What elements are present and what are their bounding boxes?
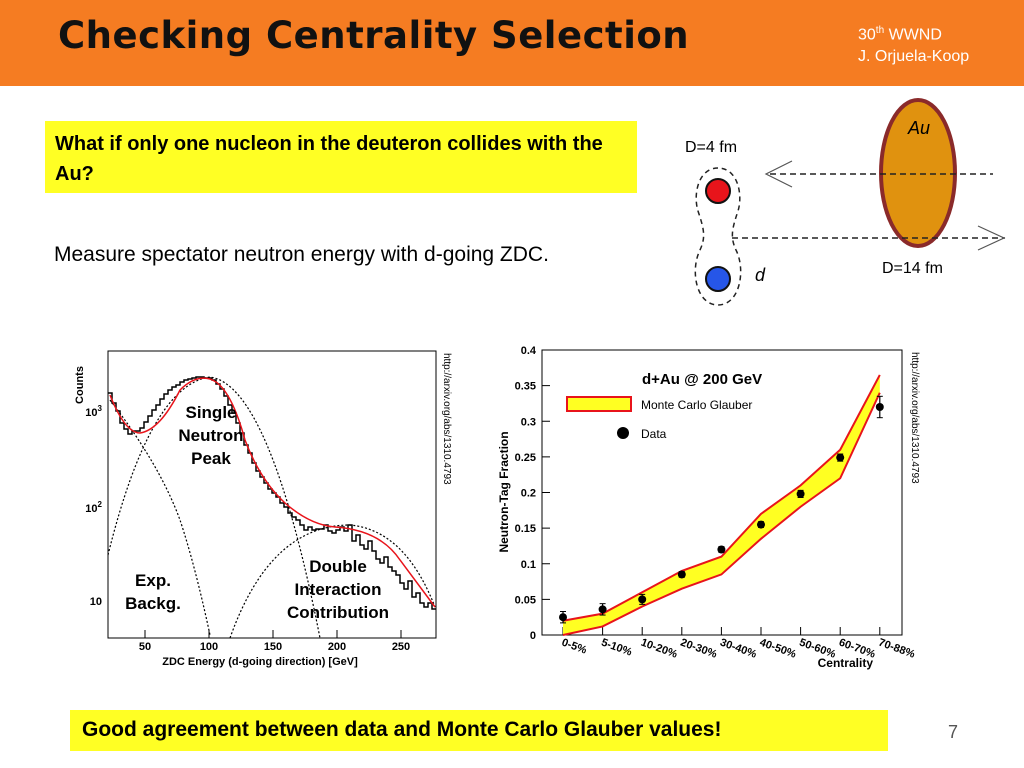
question-box: What if only one nucleon in the deuteron…	[45, 121, 637, 193]
x-tick-label: 40-50%	[758, 637, 798, 661]
byline: 30th WWND J. Orjuela-Koop	[858, 20, 969, 68]
author-label: J. Orjuela-Koop	[858, 48, 970, 66]
exp-background-label: Exp. Backg.	[125, 571, 181, 613]
svg-text:Single: Single	[185, 403, 236, 422]
zdc-histogram	[108, 376, 436, 610]
legend-band-swatch	[566, 396, 632, 412]
data-point	[638, 595, 647, 604]
x-tick-label: 5-10%	[600, 637, 634, 659]
data-point	[598, 605, 607, 614]
chart-title: d+Au @ 200 GeV	[642, 371, 762, 388]
legend-label-data: Data	[641, 427, 667, 441]
data-point	[717, 545, 726, 554]
page-number: 7	[948, 722, 959, 742]
data-point	[677, 570, 686, 579]
svg-text:Interaction: Interaction	[295, 580, 382, 599]
chart-source-link[interactable]: http://arxiv.org/abs/1310.4793	[909, 352, 920, 484]
chart-x-axis-label: Centrality	[818, 656, 874, 670]
x-tick-label: 0-5%	[560, 637, 588, 657]
gold-nucleus	[879, 98, 957, 248]
zdc-y-axis-label: Counts	[74, 366, 86, 404]
data-points	[559, 395, 884, 624]
zdc-y-tick-label: 10	[90, 596, 102, 608]
measure-text: Measure spectator neutron energy with d-…	[54, 243, 549, 266]
double-interaction-label: Double Interaction Contribution	[287, 557, 389, 622]
y-tick-label: 0.3	[521, 416, 536, 428]
y-tick-label: 0.35	[515, 381, 536, 393]
data-point	[836, 453, 845, 462]
svg-text:Peak: Peak	[191, 449, 231, 468]
svg-text:Backg.: Backg.	[125, 594, 181, 613]
zdc-source-link[interactable]: http://arxiv.org/abs/1310.4793	[441, 353, 452, 485]
zdc-x-tick-label: 100	[200, 641, 218, 653]
svg-text:Exp.: Exp.	[135, 571, 171, 590]
conference-name: WWND	[888, 26, 942, 44]
svg-text:Double: Double	[309, 557, 367, 576]
glauber-band-upper-edge	[562, 374, 881, 622]
exp-background-curve	[109, 399, 211, 636]
y-tick-label: 0.2	[521, 488, 536, 500]
zdc-y-tick-labels: 103 102 10	[85, 404, 102, 608]
slide-title: Checking Centrality Selection	[58, 14, 690, 57]
x-tick-label: 70-88%	[877, 637, 917, 661]
proton-sphere	[705, 178, 731, 204]
single-neutron-peak-label: Single Neutron Peak	[178, 403, 243, 468]
au-label: Au	[907, 118, 930, 138]
chart-frame	[541, 349, 903, 636]
y-tick-label: 0.1	[521, 559, 536, 571]
deuteron-label: d	[755, 265, 766, 285]
legend-label-glauber: Monte Carlo Glauber	[641, 398, 752, 412]
chart-y-axis-label: Neutron-Tag Fraction	[497, 431, 511, 552]
x-tick-label: 10-20%	[639, 637, 679, 661]
zdc-x-axis-label: ZDC Energy (d-going direction) [GeV]	[162, 656, 358, 668]
arrow-right-icon	[977, 225, 1006, 251]
arrow-left-icon	[764, 160, 793, 188]
deuteron-outline	[694, 167, 742, 306]
zdc-y-tick-label: 103	[85, 404, 102, 419]
data-point	[757, 520, 765, 529]
neutron-sphere	[705, 266, 731, 292]
y-tick-label: 0.05	[515, 594, 536, 606]
svg-text:Contribution: Contribution	[287, 603, 389, 622]
y-tick-label: 0	[530, 630, 536, 642]
monte-carlo-band	[562, 374, 881, 636]
conference-label: 30th WWND	[858, 20, 969, 46]
svg-text:Neutron: Neutron	[178, 426, 243, 445]
zdc-x-tick-labels: 50 100 150 200 250	[139, 641, 410, 653]
zdc-y-tick-label: 102	[85, 500, 102, 515]
zdc-spectrum-plot: 50 100 150 200 250 103 102 10 Counts ZDC…	[74, 350, 452, 668]
zdc-total-fit	[109, 377, 436, 608]
conference-number: 30	[858, 26, 876, 44]
header-bar: Checking Centrality Selection 30th WWND …	[0, 0, 1024, 86]
zdc-x-tick-label: 150	[264, 641, 282, 653]
conclusion-text: Good agreement between data and Monte Ca…	[82, 718, 722, 741]
question-text: What if only one nucleon in the deuteron…	[55, 133, 603, 185]
distance-label-4fm: D=4 fm	[685, 139, 737, 156]
data-point	[875, 403, 884, 411]
data-point	[559, 613, 567, 622]
y-tick-label: 0.15	[515, 523, 536, 535]
zdc-x-ticks	[144, 630, 402, 638]
glauber-band-lower-edge	[562, 392, 881, 636]
legend-point-swatch	[617, 427, 629, 439]
y-tick-label: 0.25	[515, 452, 536, 464]
x-tick-label: 20-30%	[679, 637, 719, 661]
x-tick-label: 30-40%	[718, 637, 758, 661]
chart-y-ticks: 0 0.05 0.1 0.15 0.2 0.25 0.3 0.35 0.4	[515, 345, 550, 642]
conclusion-box: Good agreement between data and Monte Ca…	[70, 710, 888, 751]
zdc-x-tick-label: 200	[328, 641, 346, 653]
distance-label-14fm: D=14 fm	[882, 260, 943, 277]
zdc-x-tick-label: 250	[392, 641, 410, 653]
collision-diagram: Au D=4 fm D=14 fm d	[685, 98, 1006, 306]
neutron-tag-chart: Neutron-Tag Fraction d+Au @ 200 GeV Cent…	[497, 345, 920, 670]
zdc-x-tick-label: 50	[139, 641, 151, 653]
conference-number-suffix: th	[875, 25, 885, 36]
y-tick-label: 0.4	[521, 345, 537, 357]
data-point	[796, 489, 805, 498]
